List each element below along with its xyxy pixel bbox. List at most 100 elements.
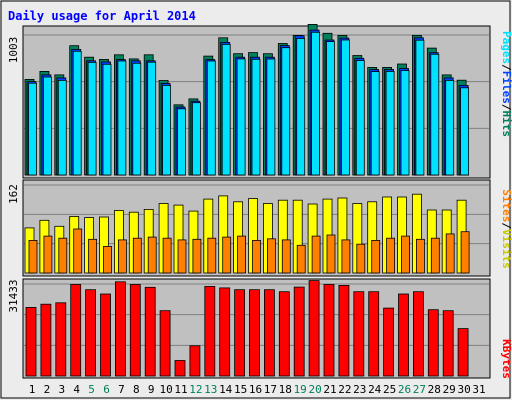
bar-pages-day-10: [162, 85, 172, 176]
bar-sites-day-29: [445, 233, 455, 274]
bar-kbytes-day-27: [412, 291, 424, 377]
bar-kbytes-day-10: [159, 310, 171, 377]
bar-pages-day-11: [177, 108, 186, 176]
bar-pages-day-24: [370, 71, 380, 176]
x-label-day-30: 30: [457, 383, 470, 396]
bar-sites-day-14: [222, 236, 232, 274]
bar-pages-day-23: [355, 60, 365, 176]
x-label-day-1: 1: [29, 383, 36, 396]
bar-pages-day-20: [311, 31, 321, 176]
bar-kbytes-day-4: [70, 284, 82, 377]
bar-sites-day-1: [28, 239, 38, 274]
bar-pages-day-29: [445, 80, 455, 176]
bar-sites-day-7: [118, 239, 127, 274]
y-max-label-kbytes: 31433: [7, 279, 20, 312]
x-label-day-19: 19: [294, 383, 307, 396]
bar-pages-day-21: [326, 41, 335, 176]
bar-pages-day-28: [430, 53, 440, 176]
bar-pages-day-22: [340, 39, 350, 176]
bar-pages-day-14: [221, 44, 231, 176]
bar-sites-day-21: [326, 234, 336, 274]
x-label-day-8: 8: [133, 383, 140, 396]
legend-separator-1: /: [500, 64, 512, 71]
bar-sites-day-20: [311, 235, 321, 274]
bar-kbytes-day-15: [234, 289, 246, 377]
bar-kbytes-day-19: [293, 286, 305, 377]
bar-pages-day-1: [28, 82, 37, 176]
bar-kbytes-day-13: [204, 285, 216, 377]
bar-sites-day-18: [281, 239, 291, 274]
bar-kbytes-day-2: [40, 303, 52, 377]
legend-pages: Pages: [500, 31, 512, 64]
bar-kbytes-day-26: [398, 293, 409, 377]
bar-sites-day-25: [386, 237, 396, 274]
legend-separator-3: /: [500, 222, 512, 229]
bar-pages-day-4: [72, 50, 82, 176]
bar-sites-day-28: [430, 237, 440, 274]
x-label-day-31: 31: [472, 383, 485, 396]
bar-sites-day-19: [296, 244, 306, 274]
x-label-day-21: 21: [323, 383, 336, 396]
legend-hits-files-pages: Pages/Files/Hits: [500, 31, 512, 137]
bar-sites-day-26: [401, 235, 410, 274]
y-max-label-hits: 1003: [7, 37, 20, 64]
x-label-day-16: 16: [249, 383, 262, 396]
bar-sites-day-12: [192, 238, 202, 274]
bar-pages-day-15: [236, 58, 246, 176]
bar-sites-day-2: [43, 235, 53, 274]
bar-sites-day-22: [341, 239, 351, 274]
bar-pages-day-19: [296, 38, 306, 176]
bar-kbytes-day-29: [442, 310, 454, 377]
bar-sites-day-27: [415, 238, 425, 274]
bar-kbytes-day-6: [100, 293, 111, 377]
bar-kbytes-day-28: [427, 309, 439, 377]
bar-sites-day-13: [207, 237, 217, 274]
bar-pages-day-17: [266, 58, 276, 176]
x-label-day-10: 10: [159, 383, 172, 396]
bar-pages-day-13: [206, 60, 216, 176]
bar-sites-day-3: [58, 237, 68, 274]
bar-sites-day-10: [162, 237, 172, 274]
x-label-day-13: 13: [204, 383, 217, 396]
x-label-day-15: 15: [234, 383, 247, 396]
x-label-day-3: 3: [58, 383, 65, 396]
x-label-day-14: 14: [219, 383, 233, 396]
bar-sites-day-4: [73, 228, 83, 274]
bar-kbytes-day-9: [144, 286, 156, 377]
legend-hits: Hits: [500, 111, 512, 138]
y-max-label-visits: 162: [7, 184, 20, 204]
bar-kbytes-day-11: [174, 360, 186, 377]
x-label-day-26: 26: [398, 383, 411, 396]
bar-pages-day-16: [251, 58, 261, 176]
x-label-day-29: 29: [443, 383, 456, 396]
x-label-day-6: 6: [103, 383, 110, 396]
x-label-day-17: 17: [264, 383, 277, 396]
bar-sites-day-6: [103, 245, 112, 274]
bar-pages-day-26: [400, 70, 410, 176]
bar-kbytes-day-17: [263, 289, 275, 377]
bar-kbytes-day-7: [115, 281, 126, 377]
bar-pages-day-12: [191, 102, 201, 176]
chart-title: Daily usage for April 2014: [8, 9, 196, 23]
legend-kbytes: KBytes: [500, 339, 512, 379]
bar-sites-day-30: [460, 231, 470, 274]
legend-visits: Visits: [500, 229, 512, 269]
bar-kbytes-day-14: [219, 287, 231, 377]
legend-separator-2: /: [500, 104, 512, 111]
x-label-day-11: 11: [174, 383, 187, 396]
bar-sites-day-5: [88, 238, 97, 274]
x-axis-labels: 1 2 3 4 5 6 7 8 9 10 11 12 13 14 15 16 17 18 19 20 21 22 23 24 2…: [29, 383, 486, 396]
bar-pages-day-3: [57, 80, 67, 176]
x-label-day-27: 27: [413, 383, 426, 396]
bar-kbytes-day-20: [308, 280, 320, 377]
x-label-day-4: 4: [73, 383, 80, 396]
x-label-day-22: 22: [338, 383, 351, 396]
bar-sites-day-16: [252, 239, 261, 274]
x-label-day-20: 20: [308, 383, 321, 396]
x-label-day-7: 7: [118, 383, 125, 396]
bar-kbytes-day-30: [457, 328, 469, 377]
x-label-day-2: 2: [44, 383, 51, 396]
bar-pages-day-6: [102, 63, 112, 176]
